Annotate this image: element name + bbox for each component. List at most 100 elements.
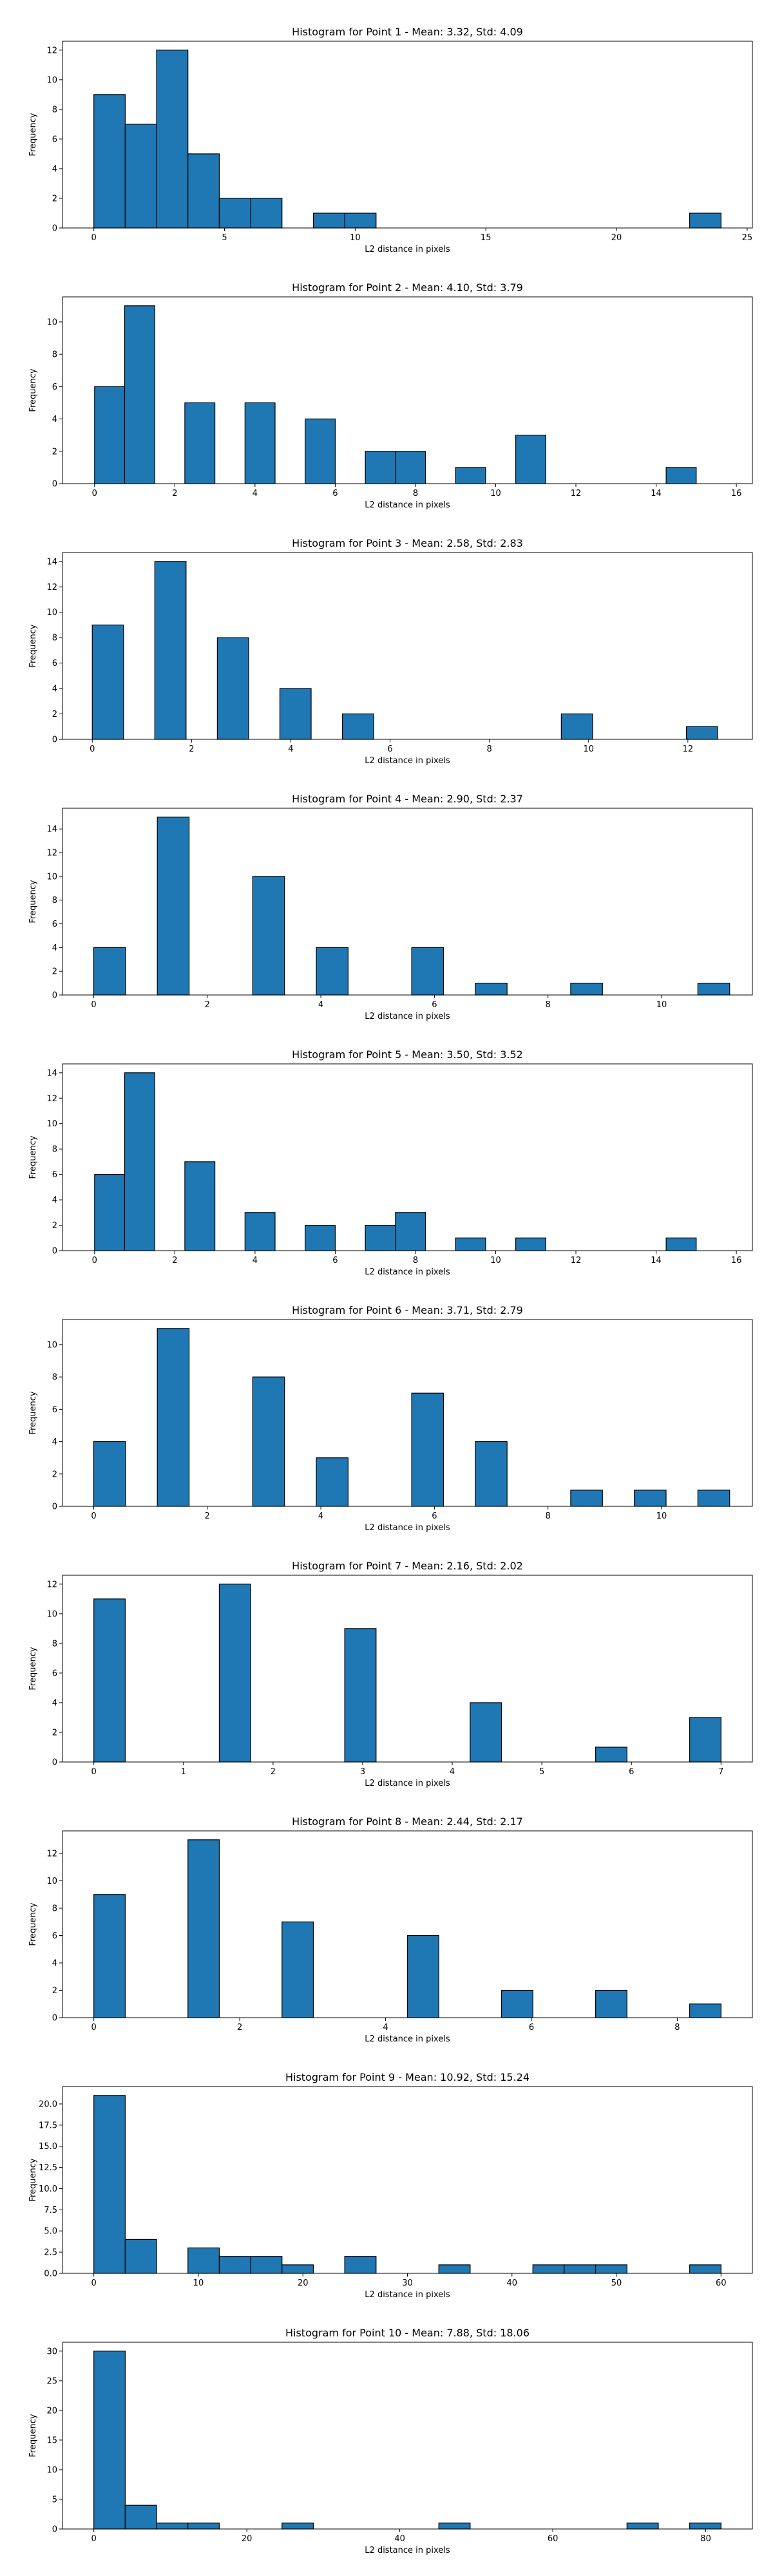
histogram-bar (438, 2264, 471, 2274)
x-axis-label: L2 distance in pixels (365, 756, 450, 766)
x-axis-label: L2 distance in pixels (365, 500, 450, 510)
histogram-bar (689, 2003, 721, 2018)
x-tick-label: 0 (90, 744, 95, 754)
y-axis-label: Frequency (28, 624, 38, 667)
x-tick-label: 5 (222, 233, 227, 243)
histogram-panel-9: 0 10 20 30 40 50 60 0.0 2.5 5.0 7.5 10.0 12.5 15.0 17.… (28, 2071, 753, 2300)
histogram-bar (279, 688, 312, 740)
y-tick-label: 8 (52, 1904, 57, 1914)
histogram-bar (154, 561, 187, 740)
x-tick-label: 10 (656, 1000, 667, 1010)
x-tick-label: 0 (91, 1000, 96, 1010)
histogram-bar (316, 1457, 348, 1507)
axes-frame (62, 808, 753, 996)
y-tick-label: 17.5 (39, 2121, 57, 2130)
chart-title: Histogram for Point 6 - Mean: 3.71, Std:… (292, 1304, 523, 1316)
histogram-bar (124, 2505, 157, 2530)
y-tick-label: 8 (52, 1373, 57, 1383)
histogram-bar (455, 467, 486, 484)
x-tick-label: 6 (432, 1511, 437, 1521)
histogram-bar (515, 1237, 546, 1251)
histogram-bar (157, 817, 190, 996)
x-tick-label: 1 (181, 1767, 186, 1777)
histogram-bar (244, 402, 276, 484)
y-tick-label: 7.5 (44, 2206, 57, 2215)
y-tick-label: 8 (52, 896, 57, 905)
y-tick-label: 0 (52, 480, 57, 489)
histogram-panel-8: 0 2 4 6 8 0 2 4 6 8 10 12 Histogram for Point 8 - Me… (28, 1815, 753, 2044)
y-tick-label: 12 (46, 46, 57, 55)
y-tick-label: 4 (52, 164, 57, 174)
y-axis-label: Frequency (28, 1647, 38, 1690)
histogram-bar (250, 198, 283, 229)
x-tick-label: 6 (332, 1256, 338, 1265)
y-tick-label: 30 (46, 2347, 57, 2356)
y-tick-label: 2 (52, 1728, 57, 1738)
y-tick-label: 12 (46, 1850, 57, 1859)
histogram-panel-2: 0 2 4 6 8 10 12 14 16 0 2 4 6 8 10 Histogram for Point … (28, 281, 753, 510)
histogram-bar (665, 1237, 697, 1251)
histogram-bar (312, 213, 345, 229)
histogram-bar (124, 1072, 155, 1251)
y-tick-label: 4 (52, 1698, 57, 1708)
x-tick-label: 20 (611, 233, 622, 243)
x-tick-label: 2 (205, 1511, 210, 1521)
x-tick-label: 8 (546, 1511, 551, 1521)
x-axis-label: L2 distance in pixels (365, 1012, 450, 1021)
y-tick-label: 10 (46, 1877, 57, 1886)
x-tick-label: 2 (271, 1767, 276, 1777)
x-tick-label: 40 (506, 2278, 517, 2288)
y-tick-label: 8 (52, 1639, 57, 1649)
histogram-bar (187, 1839, 220, 2018)
x-tick-label: 10 (490, 489, 501, 498)
y-tick-label: 10 (46, 872, 57, 882)
x-axis-label: L2 distance in pixels (365, 2290, 450, 2300)
histogram-bar (93, 94, 126, 229)
y-axis-label: Frequency (28, 2414, 38, 2457)
histogram-bar (560, 713, 593, 740)
histogram-bar (570, 1490, 603, 1507)
y-tick-label: 20.0 (39, 2099, 57, 2109)
histogram-bar (184, 402, 216, 484)
histogram-bar (697, 982, 730, 996)
histogram-bar (94, 386, 126, 484)
x-tick-label: 0 (91, 1511, 96, 1521)
y-tick-label: 4 (52, 943, 57, 953)
y-tick-label: 12 (46, 1094, 57, 1104)
histogram-bar (93, 1441, 126, 1507)
histogram-bar (365, 1224, 396, 1251)
histogram-bar (689, 2523, 721, 2530)
x-tick-label: 20 (298, 2278, 309, 2288)
y-tick-label: 2 (52, 194, 57, 204)
histogram-panel-1: 0 5 10 15 20 25 0 2 4 6 8 10 12 Histogram for Point 1… (28, 26, 753, 254)
x-tick-label: 4 (288, 744, 293, 754)
axes-frame (62, 552, 753, 740)
y-tick-label: 12 (46, 583, 57, 592)
histogram-bar (282, 2264, 314, 2274)
y-axis-label: Frequency (28, 368, 38, 412)
x-tick-label: 2 (172, 1256, 177, 1265)
histogram-bar (365, 451, 396, 484)
x-tick-label: 6 (629, 1767, 634, 1777)
y-tick-label: 6 (52, 1405, 57, 1415)
x-tick-label: 4 (383, 2023, 388, 2032)
y-tick-label: 10 (46, 1119, 57, 1129)
x-tick-label: 0 (91, 2023, 97, 2032)
y-tick-label: 6 (52, 659, 57, 668)
x-axis-label: L2 distance in pixels (365, 1267, 450, 1277)
histogram-bar (470, 1702, 502, 1763)
x-tick-label: 30 (402, 2278, 413, 2288)
y-tick-label: 0 (52, 2014, 57, 2023)
histogram-bar (252, 876, 285, 996)
x-tick-label: 4 (318, 1511, 323, 1521)
y-tick-label: 12.5 (39, 2163, 57, 2173)
histogram-bar (455, 1237, 486, 1251)
y-tick-label: 0 (52, 1758, 57, 1768)
y-tick-label: 2 (52, 1470, 57, 1479)
chart-title: Histogram for Point 7 - Mean: 2.16, Std:… (292, 1560, 523, 1572)
histogram-bar (93, 947, 126, 996)
histogram-bar (282, 1921, 314, 2018)
x-tick-label: 10 (656, 1511, 667, 1521)
x-tick-label: 14 (651, 1256, 662, 1265)
histogram-bar (689, 2264, 721, 2274)
